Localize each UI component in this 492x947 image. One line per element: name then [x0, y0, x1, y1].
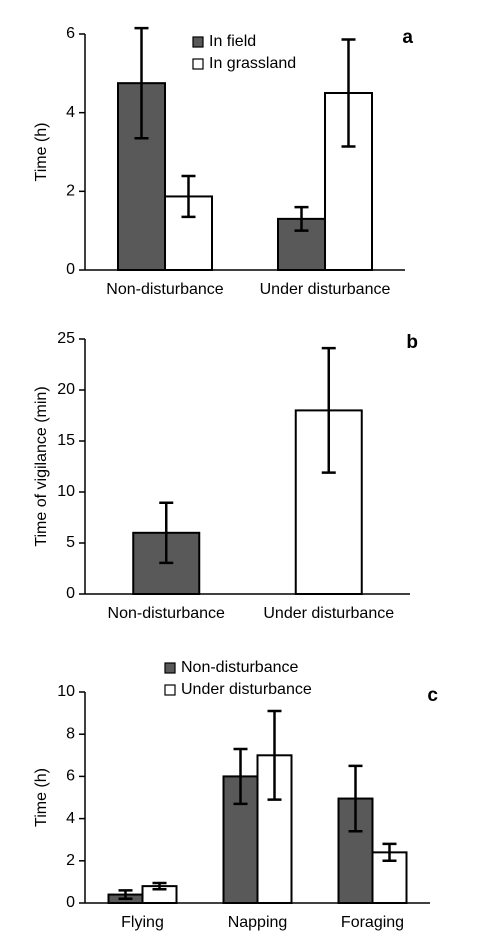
legend-label: In grassland: [209, 55, 296, 72]
x-tick-label: Under disturbance: [260, 281, 391, 298]
y-tick-label: 0: [66, 585, 75, 602]
y-tick-label: 2: [66, 183, 75, 200]
panel-label: a: [402, 27, 413, 48]
y-tick-label: 8: [66, 725, 75, 742]
panel-label: c: [427, 685, 438, 706]
error-bar: [134, 26, 149, 140]
y-tick-label: 20: [57, 381, 75, 398]
x-tick-label: Foraging: [341, 914, 404, 931]
y-axis-title: Time of vigilance (min): [33, 386, 50, 546]
error-bar: [118, 889, 133, 901]
legend-label: Non-disturbance: [181, 659, 299, 676]
y-tick-label: 5: [66, 534, 75, 551]
error-bar: [267, 709, 282, 801]
legend-swatch: [192, 36, 204, 48]
x-tick-label: Napping: [228, 914, 288, 931]
y-tick-label: 10: [57, 683, 75, 700]
legend-label: In field: [209, 33, 256, 50]
x-tick-label: Non-disturbance: [108, 605, 226, 622]
error-bar: [321, 346, 336, 474]
y-tick-label: 6: [66, 25, 75, 42]
error-bar: [348, 764, 363, 833]
y-tick-label: 15: [57, 432, 75, 449]
error-bar: [382, 842, 397, 863]
legend-swatch: [164, 684, 176, 696]
y-tick-label: 6: [66, 768, 75, 785]
bar: [337, 797, 374, 904]
y-tick-label: 2: [66, 852, 75, 869]
error-bar: [152, 881, 167, 891]
error-bar: [341, 38, 356, 148]
y-tick-label: 0: [66, 261, 75, 278]
error-bar: [233, 747, 248, 806]
error-bar: [294, 205, 309, 232]
legend-label: Under disturbance: [181, 681, 312, 698]
error-bar: [181, 174, 196, 219]
x-tick-label: Under disturbance: [263, 605, 394, 622]
legend-swatch: [192, 58, 204, 70]
bar: [371, 851, 408, 904]
x-tick-label: Flying: [121, 914, 164, 931]
error-bar: [159, 501, 174, 565]
panel-label: b: [406, 332, 418, 353]
y-tick-label: 10: [57, 483, 75, 500]
y-tick-label: 25: [57, 330, 75, 347]
legend-swatch: [164, 662, 176, 674]
y-axis-title: Time (h): [33, 768, 50, 827]
y-axis-title: Time (h): [33, 123, 50, 182]
y-tick-label: 4: [66, 104, 75, 121]
y-tick-label: 0: [66, 894, 75, 911]
y-tick-label: 4: [66, 810, 75, 827]
x-tick-label: Non-disturbance: [106, 281, 224, 298]
